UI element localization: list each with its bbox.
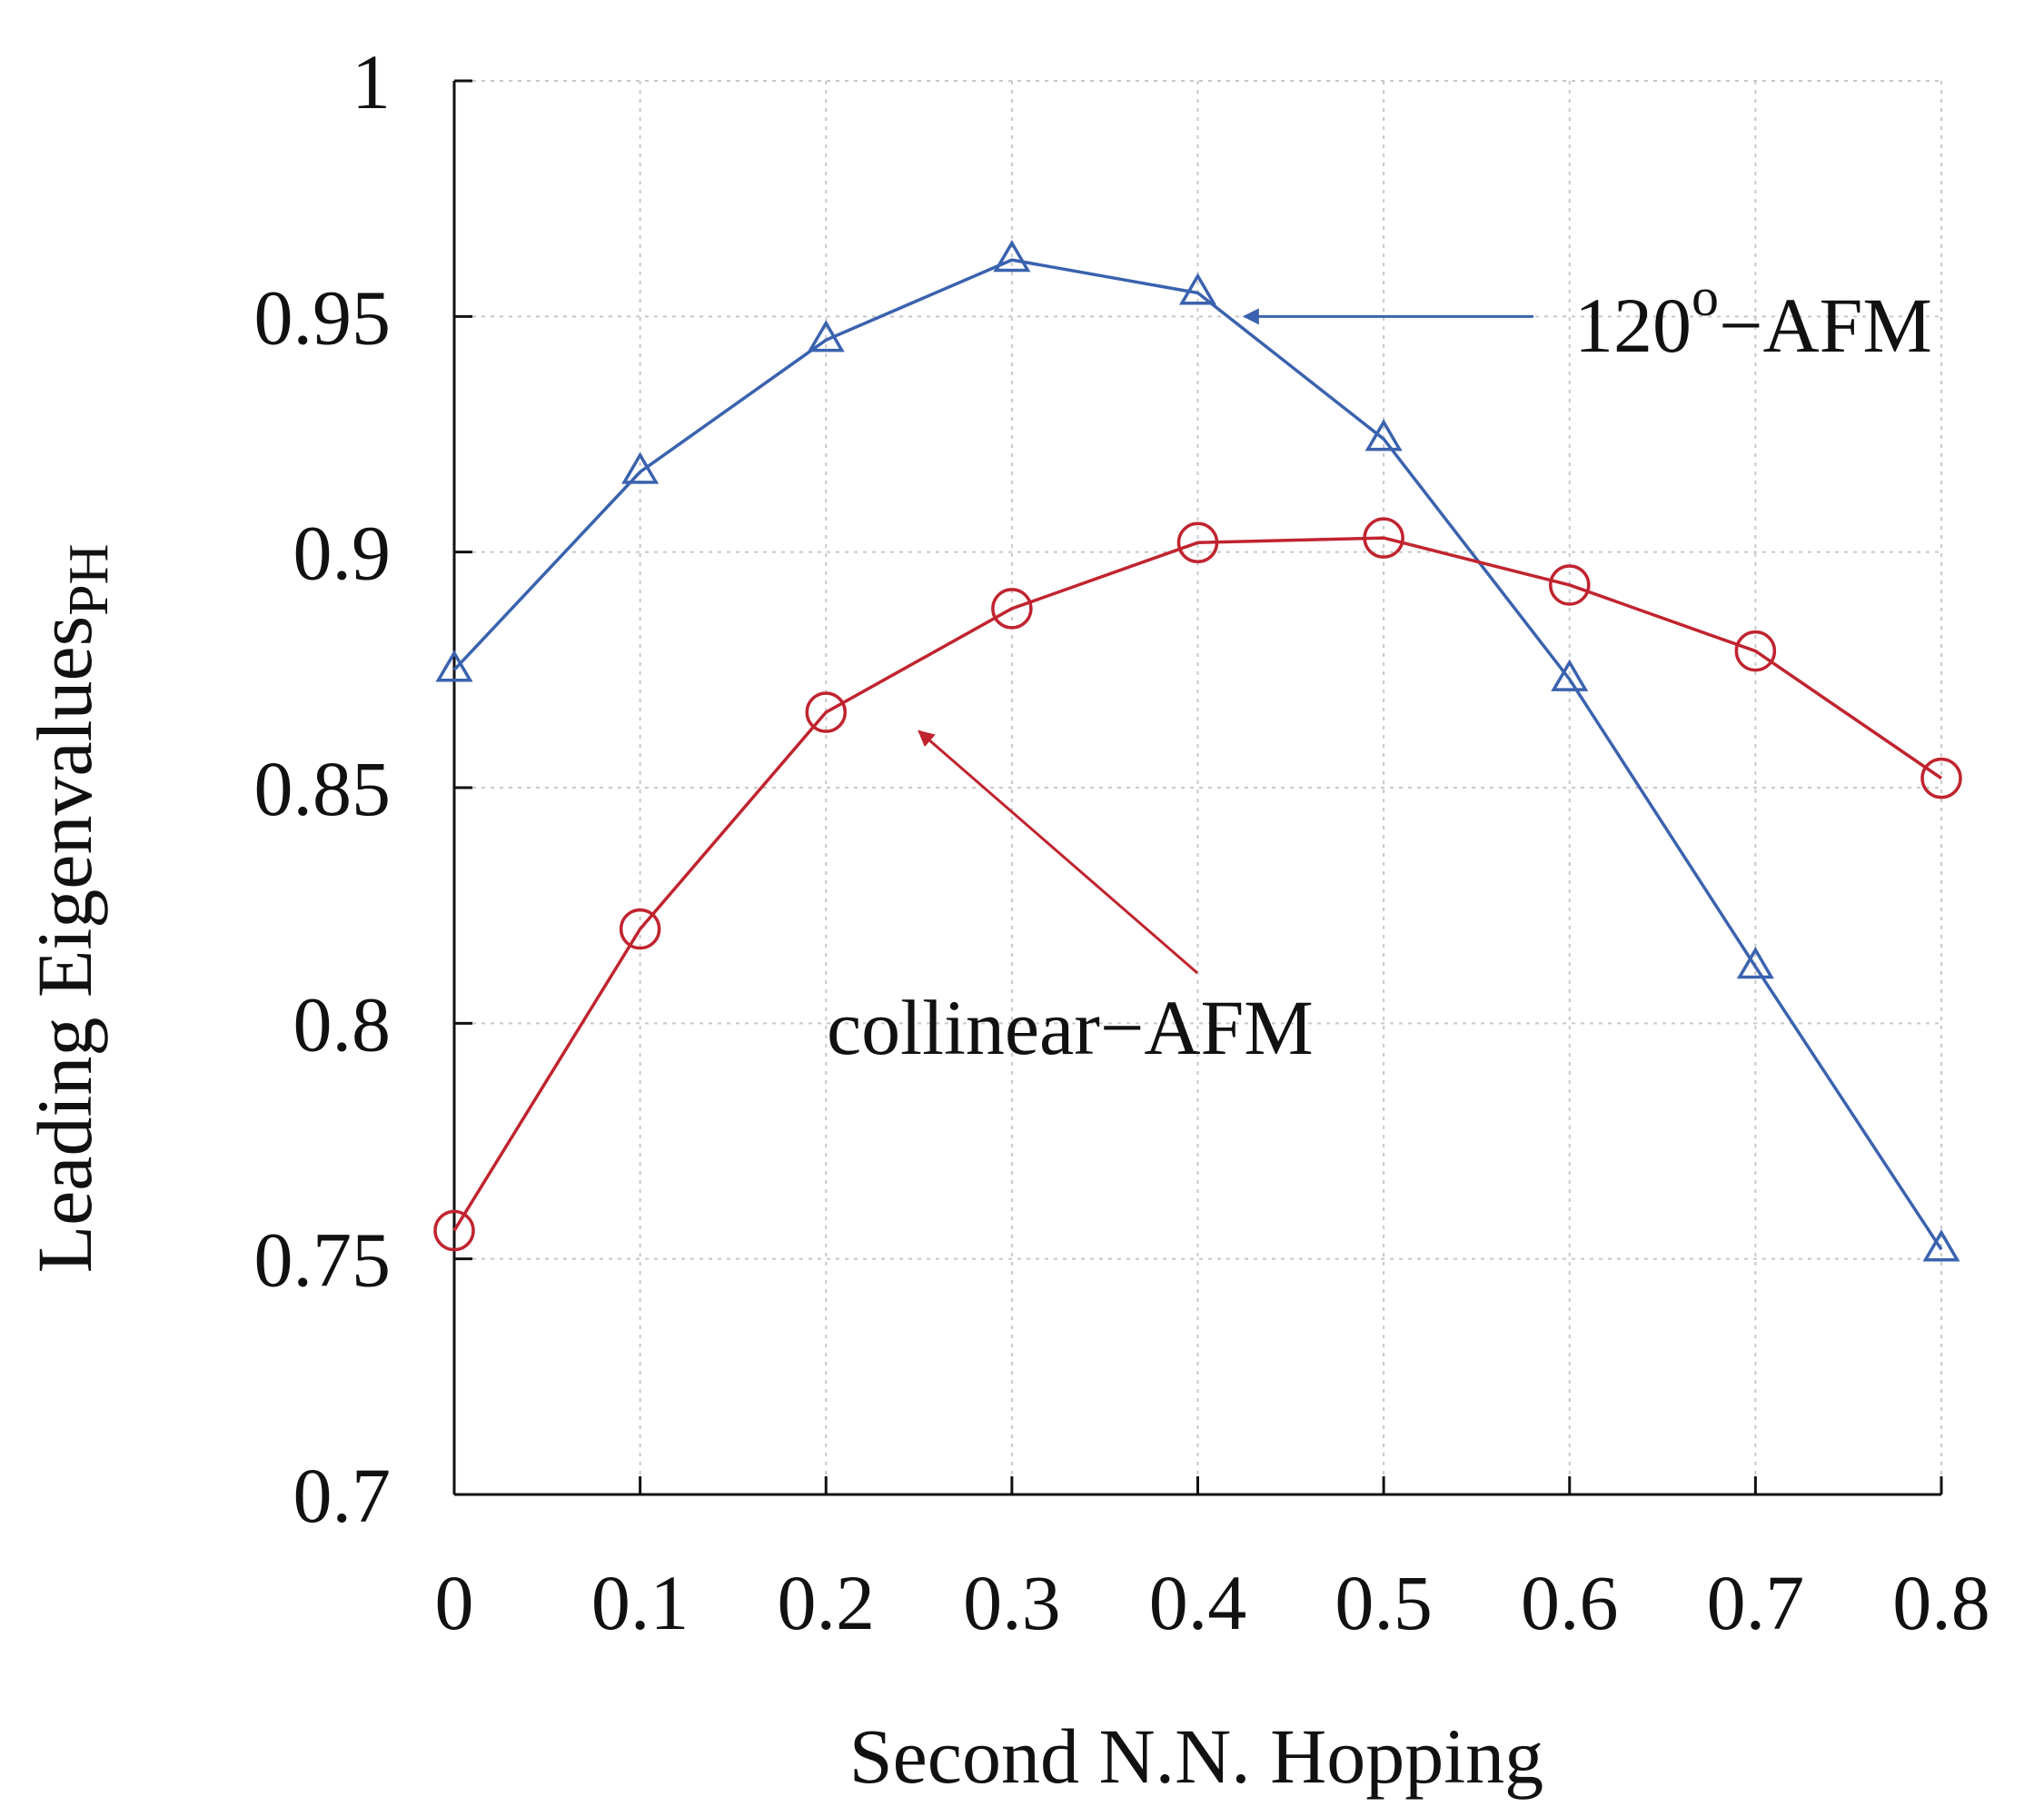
data-point-circle xyxy=(805,691,847,733)
data-point-triangle xyxy=(1736,947,1774,979)
annotation-collinear-afm: collinear−AFM xyxy=(827,730,1314,1071)
y-axis-ticks: 0.7 0.75 0.8 0.85 0.9 0.95 1 xyxy=(254,38,472,1539)
x-axis-ticks: 0 0.1 0.2 0.3 0.4 0.5 0.6 0.7 0.8 xyxy=(435,1476,1990,1646)
annotation-arrow-collinear-afm xyxy=(918,730,1198,975)
data-point-circle xyxy=(433,1209,475,1252)
annotation-label-120-afm: 120o−AFM xyxy=(1574,267,1932,369)
data-point-circle xyxy=(991,588,1033,630)
data-point-triangle xyxy=(435,650,473,682)
series-line-120-afm xyxy=(452,258,1943,1251)
x-tick-label: 0.6 xyxy=(1521,1559,1619,1646)
y-axis-label-subscript: PH xyxy=(58,544,120,616)
x-tick-label: 0.1 xyxy=(591,1559,690,1646)
y-tick-label: 0.95 xyxy=(254,273,392,361)
data-point-circle xyxy=(1176,521,1219,564)
grid xyxy=(454,80,1942,1494)
y-tick-label: 0.85 xyxy=(254,745,392,832)
data-point-triangle xyxy=(1364,419,1403,452)
data-point-triangle xyxy=(807,320,845,352)
series-group xyxy=(433,240,1962,1262)
x-tick-label: 0.3 xyxy=(963,1559,1061,1646)
data-point-triangle xyxy=(1551,659,1589,691)
y-tick-label: 0.9 xyxy=(293,510,392,597)
data-point-triangle xyxy=(621,452,660,484)
annotation-120-afm: 120o−AFM xyxy=(1242,267,1932,369)
data-point-circle xyxy=(1920,757,1962,799)
x-tick-label: 0.5 xyxy=(1335,1559,1433,1646)
series-120-afm xyxy=(435,240,1960,1262)
x-tick-label: 0.4 xyxy=(1149,1559,1247,1646)
y-tick-label: 0.8 xyxy=(293,980,392,1067)
y-axis-label-main: Leading Eigenvalues xyxy=(21,616,108,1274)
y-tick-label: 0.7 xyxy=(293,1452,392,1539)
x-tick-label: 0.2 xyxy=(778,1559,876,1646)
x-tick-label: 0.7 xyxy=(1707,1559,1805,1646)
data-point-circle xyxy=(1549,564,1591,606)
data-point-circle xyxy=(1734,630,1777,672)
data-point-triangle xyxy=(1178,273,1217,305)
x-tick-label: 0.8 xyxy=(1892,1559,1990,1646)
x-axis-label: Second N.N. Hopping xyxy=(849,1713,1543,1800)
annotation-label-collinear-afm: collinear−AFM xyxy=(827,984,1314,1071)
y-tick-label: 0.75 xyxy=(254,1216,392,1304)
y-axis-label: Leading EigenvaluesPH xyxy=(21,544,120,1274)
series-line-collinear-afm xyxy=(452,536,1942,1232)
x-tick-label: 0 xyxy=(435,1559,474,1646)
series-collinear-afm xyxy=(433,517,1962,1252)
y-tick-label: 1 xyxy=(352,38,391,125)
data-point-triangle xyxy=(1922,1229,1960,1262)
data-point-triangle xyxy=(993,240,1031,273)
data-point-circle xyxy=(619,908,661,950)
data-point-circle xyxy=(1363,517,1404,559)
